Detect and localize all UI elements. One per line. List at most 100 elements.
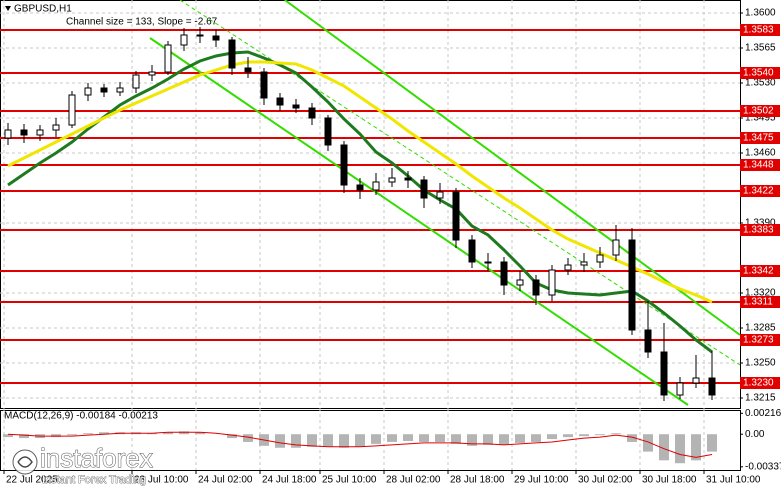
candle-body [84,87,92,96]
macd-tick-label: 0.00 [745,429,765,440]
level-label: 1.3383 [743,225,774,236]
candle-body [52,124,60,131]
y-tick-label: 1.3390 [745,218,776,229]
level-label: 1.3422 [743,186,774,197]
x-tick-label: 23 Jul 10:00 [134,475,189,486]
y-tick-label: 1.3285 [745,323,776,334]
level-tag [740,159,780,171]
candle-body [116,87,124,93]
level-tag [740,185,780,197]
candle-body [644,329,652,353]
macd-tick-label: -0.00337 [745,461,781,472]
macd-bar [579,434,589,437]
x-tick-label: 22 Jul 2025 [6,475,58,486]
macd-bar [435,434,445,442]
symbol-icon [5,6,11,11]
candle-body [452,191,460,241]
macd-bar [451,434,461,444]
y-tick-label: 1.3495 [745,113,776,124]
macd-bar [163,432,173,435]
macd-bar [419,434,429,442]
macd-bar [227,434,237,439]
candle-body [292,104,300,109]
macd-bar [307,434,317,447]
x-tick-label: 30 Jul 02:00 [578,475,633,486]
logo-icon [12,449,38,475]
macd-bar [675,434,685,464]
candle-body [596,254,604,263]
y-tick-label: 1.3530 [745,78,776,89]
macd-bar [643,434,653,452]
macd-bar [483,434,493,445]
candle-body [148,71,156,76]
candle-body [100,87,108,93]
macd-bar [339,434,349,448]
level-tag [740,224,780,236]
candle-body [388,177,396,183]
x-tick-label: 28 Jul 02:00 [386,475,441,486]
macd-bar [275,434,285,448]
candle-body [692,377,700,384]
macd-bar [403,434,413,441]
macd-label: MACD(12,26,9) -0.00184 -0.00213 [4,411,158,422]
macd-bar [387,434,397,442]
logo: instaforex Instant Forex Trading [12,442,153,486]
candle-body [196,34,204,37]
candle-body [4,129,12,139]
macd-bar [355,434,365,447]
candle-body [68,94,76,126]
moving-average [7,50,713,354]
candle-body [356,184,364,191]
candle-body [324,117,332,146]
candle-body [500,261,508,286]
level-label: 1.3448 [743,160,774,171]
level-label: 1.3342 [743,266,774,277]
macd-bar [19,434,29,439]
macd-bar [547,434,557,440]
y-tick-label: 1.3250 [745,358,776,369]
macd-bar [707,434,717,452]
x-tick-label: 25 Jul 10:00 [322,475,377,486]
candle-body [612,239,620,256]
channel-info: Channel size = 133, Slope = -2.67 [66,17,218,28]
level-tag [740,105,780,117]
level-label: 1.3311 [743,297,773,308]
channel-line [284,0,741,336]
level-tag [740,132,780,144]
macd-bar [627,434,637,442]
candle-body [628,239,636,331]
moving-average [7,60,713,304]
macd-bar [691,434,701,461]
macd-signal [7,431,713,458]
candle-body [484,261,492,264]
level-label: 1.3540 [743,68,774,79]
macd-bar [3,434,13,438]
level-tag [740,334,780,346]
level-label: 1.3502 [743,106,774,117]
logo-swirl [17,456,33,468]
candle-body [676,382,684,396]
macd-bar [371,434,381,444]
macd-bar [467,434,477,446]
candle-body [404,177,412,181]
macd-bar [595,434,605,436]
macd-panel [0,410,741,471]
candle-body [532,279,540,296]
price-panel [0,0,741,409]
macd-bar [195,432,205,435]
level-tag [740,24,780,36]
macd-bar [659,434,669,461]
candle-body [260,71,268,99]
candle-body [436,191,444,199]
macd-bar [611,433,621,435]
candle-body [420,179,428,199]
macd-bar [291,434,301,448]
candle-body [36,129,44,136]
macd-tick-label: 0.00216 [745,408,781,419]
level-label: 1.3583 [743,25,774,36]
candle-body [468,239,476,263]
channel-line [149,37,689,406]
macd-bar [83,433,93,435]
